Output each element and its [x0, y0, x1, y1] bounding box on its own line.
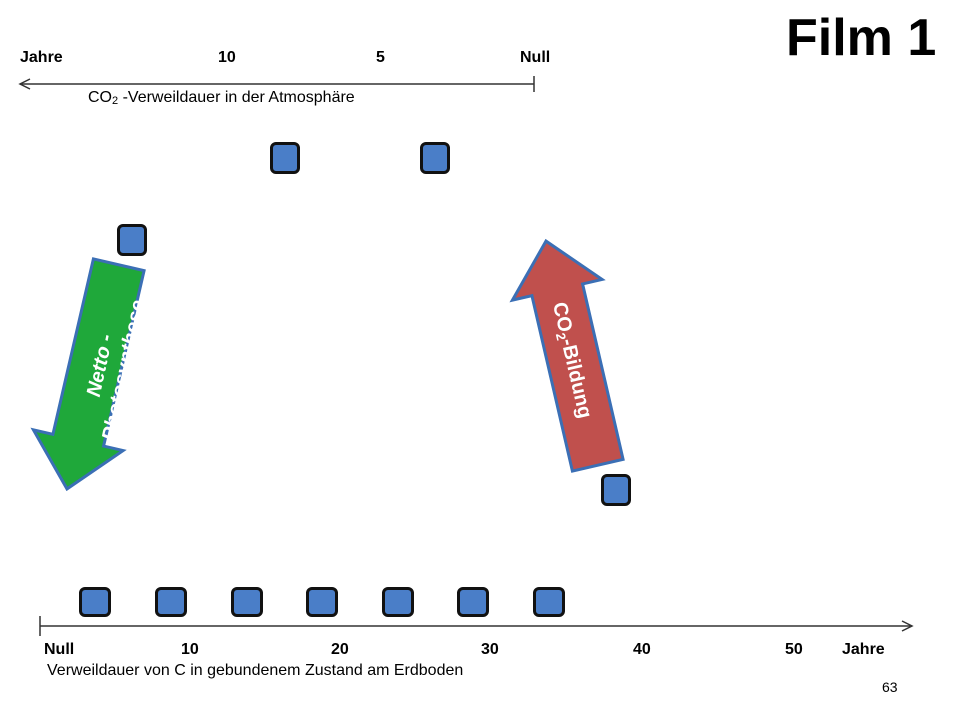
- carbon-square: [601, 474, 631, 506]
- page-number: 63: [882, 679, 898, 695]
- bottom-axis-arrowhead: [901, 620, 914, 632]
- top-caption-sub: 2: [112, 95, 119, 107]
- bottom-axis-tick-null: Null: [44, 641, 75, 658]
- carbon-square: [457, 587, 489, 617]
- top-caption-pre: CO: [88, 89, 112, 106]
- carbon-square: [231, 587, 263, 617]
- carbon-square: [155, 587, 187, 617]
- carbon-square: [420, 142, 450, 174]
- bottom-axis-tick-30: 30: [481, 641, 499, 658]
- top-axis-caption: CO2 -Verweildauer in der Atmosphäre: [88, 88, 355, 109]
- top-caption-post: -Verweildauer in der Atmosphäre: [118, 89, 355, 106]
- bottom-axis-tick-40: 40: [633, 641, 651, 658]
- bottom-axis-caption: Verweildauer von C in gebundenem Zustand…: [47, 662, 464, 679]
- carbon-square: [117, 224, 147, 256]
- bottom-axis-tick-20: 20: [331, 641, 349, 658]
- bottom-axis-tick-10: 10: [181, 641, 199, 658]
- top-axis-arrowhead: [18, 78, 31, 90]
- carbon-square: [382, 587, 414, 617]
- top-axis-tick-null: Null: [520, 49, 551, 66]
- bottom-axis-tick-jahre: Jahre: [842, 641, 885, 658]
- photosynthesis-arrow: [30, 257, 146, 492]
- co2-formation-arrow: [509, 238, 625, 473]
- photosynthesis-arrow-shape: [30, 257, 146, 492]
- top-axis-tick-5: 5: [376, 49, 385, 66]
- top-axis-tick-10: 10: [218, 49, 236, 66]
- carbon-square: [306, 587, 338, 617]
- co2-formation-label-sub: 2: [553, 331, 569, 341]
- top-axis-tick-jahre: Jahre: [20, 49, 63, 66]
- bottom-axis-tick-50: 50: [785, 641, 803, 658]
- co2-formation-arrow-shape: [509, 238, 625, 473]
- carbon-square: [270, 142, 300, 174]
- slide-title: Film 1: [786, 9, 937, 67]
- carbon-square: [79, 587, 111, 617]
- carbon-square: [533, 587, 565, 617]
